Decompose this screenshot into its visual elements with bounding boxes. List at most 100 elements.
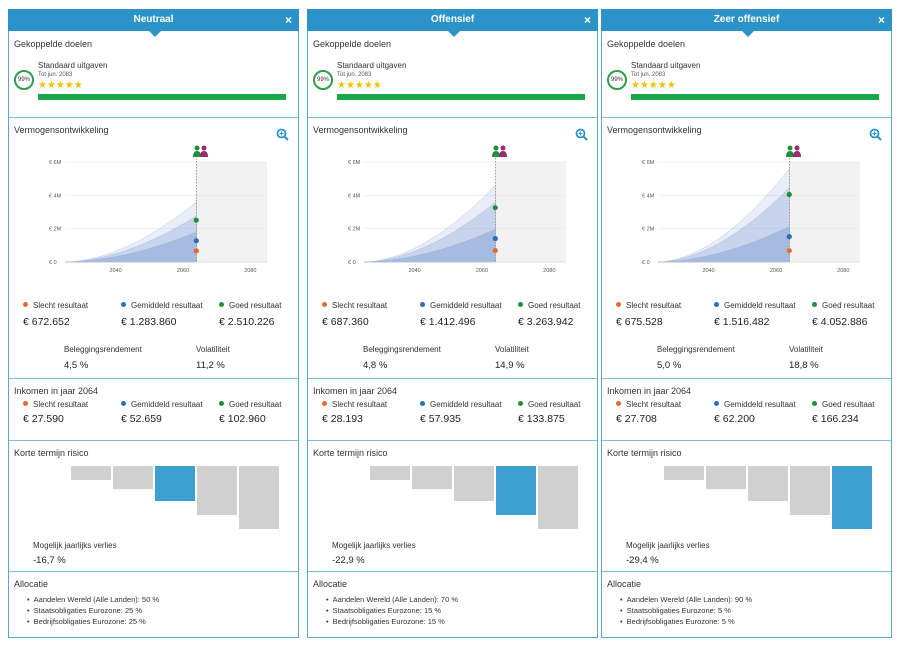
goal-date: Tot jun. 2083: [337, 72, 372, 78]
goal-progress-fill: [38, 94, 286, 100]
income-legend-good: Goed resultaat: [219, 400, 281, 409]
close-icon[interactable]: ×: [583, 13, 591, 27]
wealth-title: Vermogensontwikkeling: [14, 125, 109, 135]
risk-title: Korte termijn risico: [607, 448, 682, 458]
result-bad-value: € 675.528: [616, 316, 663, 328]
legend-good: Goed resultaat: [219, 301, 281, 310]
legend-bad-label: Slecht resultaat: [332, 301, 388, 310]
projection-band: [657, 167, 790, 263]
goal-progress-fill: [631, 94, 879, 100]
risk-label: Mogelijk jaarlijks verlies: [626, 541, 710, 550]
goal-name[interactable]: Standaard uitgaven: [337, 61, 407, 70]
allocation-item: Staatsobligaties Eurozone: 5 %: [620, 605, 752, 616]
linked-goals-section: Gekoppelde doelen 99% Standaard uitgaven…: [308, 32, 597, 118]
volatility-label: Volatiliteit: [495, 345, 529, 354]
allocation-title: Allocatie: [14, 579, 49, 589]
allocation-item: Aandelen Wereld (Alle Landen): 70 %: [326, 594, 458, 605]
legend-avg-label: Gemiddeld resultaat: [131, 400, 203, 409]
result-good-value: € 4.052.886: [812, 316, 868, 328]
legend-good-label: Goed resultaat: [229, 301, 282, 310]
x-tick-label: 2040: [409, 268, 421, 274]
panel-header: Offensief ×: [307, 9, 598, 37]
risk-value: -29,4 %: [626, 555, 659, 566]
future-area: [495, 162, 566, 262]
result-bad-value: € 687.360: [322, 316, 369, 328]
legend-avg-label: Gemiddeld resultaat: [430, 400, 502, 409]
y-tick-label: € 6M: [642, 160, 655, 166]
x-tick-label: 2080: [837, 268, 849, 274]
allocation-list: Aandelen Wereld (Alle Landen): 70 %Staat…: [326, 594, 458, 627]
future-area: [789, 162, 860, 262]
zoom-icon[interactable]: [575, 128, 588, 141]
close-icon[interactable]: ×: [284, 13, 292, 27]
goal-name[interactable]: Standaard uitgaven: [631, 61, 701, 70]
risk-bar: [412, 466, 452, 490]
panel-header: Zeer offensief ×: [601, 9, 892, 37]
gauge-icon: 99%: [313, 70, 333, 90]
income-legend-bad: Slecht resultaat: [616, 400, 681, 409]
zoom-icon[interactable]: [276, 128, 289, 141]
risk-chart: [664, 466, 872, 529]
people-icon: [492, 145, 507, 157]
projection-band: [657, 226, 790, 263]
legend-avg-label: Gemiddeld resultaat: [131, 301, 203, 310]
legend-good-label: Goed resultaat: [229, 400, 282, 409]
allocation-item: Bedrijfsobligaties Eurozone: 25 %: [27, 616, 159, 627]
volatility-label: Volatiliteit: [196, 345, 230, 354]
legend-bad-dot: [322, 302, 327, 307]
legend-avg-dot: [121, 302, 126, 307]
risk-bar-active: [832, 466, 872, 529]
close-icon[interactable]: ×: [877, 13, 885, 27]
allocation-section: Allocatie Aandelen Wereld (Alle Landen):…: [9, 572, 298, 638]
wealth-section: Vermogensontwikkeling € 6M € 4M € 2M € 0 204…: [308, 118, 597, 379]
result-avg-value: € 1.516.482: [714, 316, 770, 328]
scenario-panel: Offensief × Gekoppelde doelen 99% Standa…: [307, 9, 598, 638]
linked-goals-title: Gekoppelde doelen: [313, 39, 392, 49]
risk-bar: [71, 466, 111, 480]
allocation-section: Allocatie Aandelen Wereld (Alle Landen):…: [602, 572, 891, 638]
x-tick-label: 2080: [244, 268, 256, 274]
y-tick-label: € 2M: [642, 227, 655, 233]
allocation-list: Aandelen Wereld (Alle Landen): 90 %Staat…: [620, 594, 752, 627]
goal-name[interactable]: Standaard uitgaven: [38, 61, 108, 70]
legend-good-label: Goed resultaat: [528, 400, 581, 409]
goal-date: Tot jun. 2083: [631, 72, 666, 78]
legend-avg: Gemiddeld resultaat: [714, 301, 796, 310]
legend-bad: Slecht resultaat: [616, 301, 681, 310]
y-tick-label: € 2M: [49, 227, 62, 233]
legend-avg-label: Gemiddeld resultaat: [724, 301, 796, 310]
allocation-title: Allocatie: [607, 579, 642, 589]
income-legend-good: Goed resultaat: [518, 400, 580, 409]
risk-bar: [239, 466, 279, 529]
legend-avg: Gemiddeld resultaat: [420, 301, 502, 310]
income-legend-good: Goed resultaat: [812, 400, 874, 409]
income-good-value: € 133.875: [518, 413, 565, 425]
allocation-item: Bedrijfsobligaties Eurozone: 15 %: [326, 616, 458, 627]
income-legend-avg: Gemiddeld resultaat: [121, 400, 203, 409]
wealth-section: Vermogensontwikkeling € 6M € 4M € 2M € 0 204…: [602, 118, 891, 379]
linked-goals-title: Gekoppelde doelen: [14, 39, 93, 49]
legend-avg-dot: [714, 302, 719, 307]
x-tick-label: 2060: [770, 268, 782, 274]
legend-bad-label: Slecht resultaat: [626, 400, 682, 409]
zoom-icon[interactable]: [869, 128, 882, 141]
allocation-list: Aandelen Wereld (Alle Landen): 50 %Staat…: [27, 594, 159, 627]
y-tick-label: € 0: [49, 260, 57, 266]
legend-avg-dot: [420, 401, 425, 406]
return-label: Beleggingsrendement: [657, 345, 735, 354]
legend-avg-dot: [121, 401, 126, 406]
legend-avg-dot: [420, 302, 425, 307]
income-section: Inkomen in jaar 2064 Slecht resultaat Ge…: [308, 379, 597, 441]
income-bad-value: € 27.708: [616, 413, 657, 425]
legend-good-dot: [518, 401, 523, 406]
income-avg-value: € 52.659: [121, 413, 162, 425]
goal-progress-bar: [38, 94, 286, 100]
wealth-title: Vermogensontwikkeling: [313, 125, 408, 135]
projection-band: [64, 231, 197, 263]
legend-good-label: Goed resultaat: [822, 301, 875, 310]
wealth-chart: € 6M € 4M € 2M € 0 2040 2060 2080: [49, 152, 267, 274]
y-tick-label: € 0: [642, 260, 650, 266]
marker-bad: [193, 248, 199, 254]
return-label: Beleggingsrendement: [64, 345, 142, 354]
allocation-item: Aandelen Wereld (Alle Landen): 50 %: [27, 594, 159, 605]
